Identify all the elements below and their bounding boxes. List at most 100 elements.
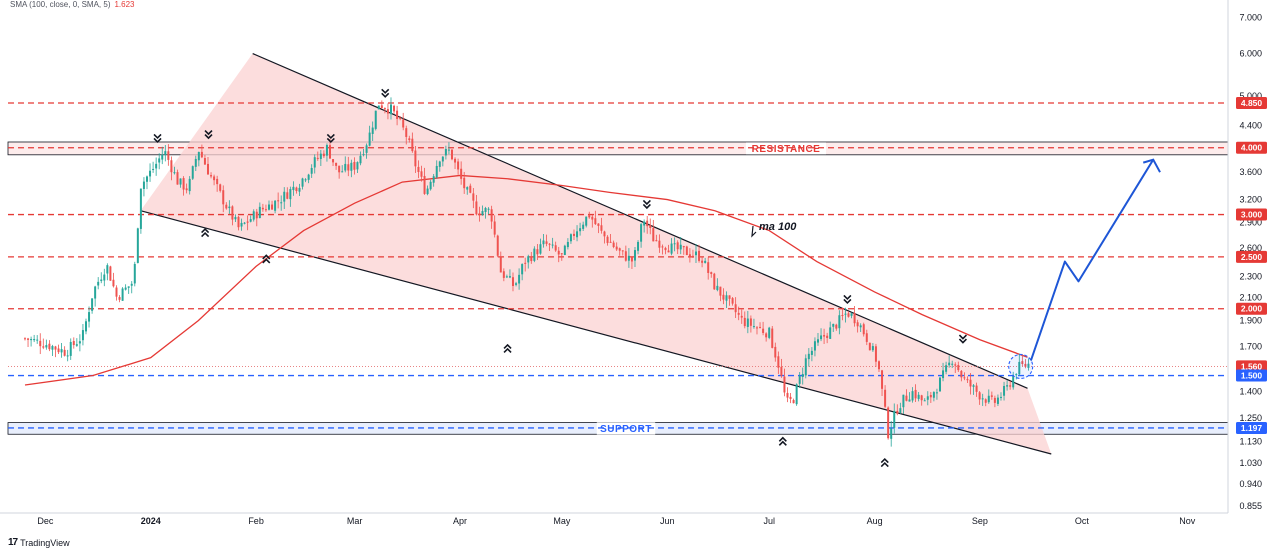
- candle[interactable]: [874, 343, 877, 367]
- candle[interactable]: [371, 121, 374, 142]
- candle[interactable]: [801, 367, 804, 385]
- candle[interactable]: [286, 187, 289, 200]
- candle[interactable]: [463, 171, 466, 194]
- candle[interactable]: [896, 404, 899, 416]
- candle[interactable]: [161, 146, 164, 165]
- candle[interactable]: [945, 361, 948, 375]
- candle[interactable]: [844, 307, 847, 323]
- candle[interactable]: [23, 337, 26, 341]
- candle[interactable]: [600, 217, 603, 234]
- candle[interactable]: [905, 389, 908, 402]
- candle[interactable]: [164, 145, 167, 162]
- candle[interactable]: [353, 157, 356, 175]
- candle[interactable]: [399, 115, 402, 121]
- candle[interactable]: [420, 165, 423, 182]
- price-badge-4.850[interactable]: 4.850: [1236, 96, 1267, 109]
- candle[interactable]: [112, 272, 115, 288]
- candle[interactable]: [63, 346, 66, 357]
- candle[interactable]: [72, 337, 75, 349]
- candle[interactable]: [237, 215, 240, 231]
- price-badge-2.000[interactable]: 2.000: [1236, 302, 1267, 315]
- candle[interactable]: [655, 234, 658, 242]
- candle[interactable]: [798, 372, 801, 389]
- candle[interactable]: [328, 139, 331, 159]
- candle[interactable]: [30, 336, 33, 347]
- candle[interactable]: [368, 125, 371, 147]
- candle[interactable]: [57, 344, 60, 355]
- candle[interactable]: [118, 295, 121, 303]
- projection-path[interactable]: [1029, 159, 1155, 361]
- candle[interactable]: [518, 268, 521, 290]
- candle[interactable]: [155, 157, 158, 176]
- candle[interactable]: [682, 245, 685, 255]
- candle[interactable]: [582, 221, 585, 231]
- candle[interactable]: [124, 284, 127, 291]
- candle[interactable]: [969, 373, 972, 395]
- candle[interactable]: [136, 227, 139, 264]
- candle[interactable]: [179, 178, 182, 188]
- candle[interactable]: [853, 305, 856, 327]
- candle[interactable]: [1003, 381, 1006, 401]
- candle[interactable]: [1018, 353, 1021, 376]
- candle[interactable]: [185, 183, 188, 194]
- candle[interactable]: [951, 360, 954, 369]
- tradingview-logo[interactable]: 17 TradingView: [8, 537, 70, 548]
- candle[interactable]: [862, 322, 865, 337]
- candle[interactable]: [786, 387, 789, 403]
- candle[interactable]: [935, 388, 938, 400]
- candle[interactable]: [579, 222, 582, 236]
- candle[interactable]: [679, 237, 682, 255]
- candle[interactable]: [246, 215, 249, 231]
- candle[interactable]: [743, 311, 746, 329]
- candle[interactable]: [722, 288, 725, 305]
- candle[interactable]: [856, 319, 859, 333]
- candle[interactable]: [389, 97, 392, 120]
- candle[interactable]: [948, 355, 951, 368]
- candle[interactable]: [908, 392, 911, 402]
- candle[interactable]: [813, 337, 816, 357]
- candle[interactable]: [515, 281, 518, 287]
- candle[interactable]: [51, 344, 54, 356]
- price-badge-3.000[interactable]: 3.000: [1236, 208, 1267, 221]
- candle[interactable]: [588, 211, 591, 219]
- candle[interactable]: [713, 272, 716, 290]
- candle[interactable]: [783, 368, 786, 397]
- candle[interactable]: [386, 103, 389, 120]
- candle[interactable]: [661, 244, 664, 255]
- candle[interactable]: [710, 271, 713, 278]
- candle[interactable]: [167, 144, 170, 166]
- candle[interactable]: [1006, 380, 1009, 391]
- candle[interactable]: [731, 296, 734, 306]
- candle[interactable]: [149, 163, 152, 182]
- candle[interactable]: [426, 185, 429, 196]
- price-badge-1.500[interactable]: 1.500: [1236, 369, 1267, 382]
- candle[interactable]: [225, 202, 228, 210]
- candle[interactable]: [688, 248, 691, 263]
- candle[interactable]: [344, 156, 347, 173]
- candle[interactable]: [957, 361, 960, 372]
- candle[interactable]: [295, 186, 298, 194]
- candle[interactable]: [319, 149, 322, 167]
- candle[interactable]: [487, 207, 490, 215]
- candle[interactable]: [914, 384, 917, 403]
- candle[interactable]: [310, 164, 313, 178]
- candle[interactable]: [139, 188, 142, 234]
- candle[interactable]: [734, 297, 737, 318]
- candle[interactable]: [325, 143, 328, 162]
- candle[interactable]: [484, 206, 487, 219]
- candle[interactable]: [972, 383, 975, 395]
- candle[interactable]: [835, 323, 838, 331]
- candle[interactable]: [380, 100, 383, 109]
- candle[interactable]: [597, 223, 600, 234]
- candle[interactable]: [615, 242, 618, 251]
- candle[interactable]: [258, 202, 261, 219]
- candle[interactable]: [359, 151, 362, 166]
- candle[interactable]: [414, 145, 417, 173]
- candle[interactable]: [307, 173, 310, 184]
- candle[interactable]: [91, 298, 94, 314]
- candle[interactable]: [115, 285, 118, 301]
- candle[interactable]: [576, 225, 579, 242]
- candle[interactable]: [685, 245, 688, 256]
- candle[interactable]: [97, 277, 100, 290]
- candle[interactable]: [816, 332, 819, 346]
